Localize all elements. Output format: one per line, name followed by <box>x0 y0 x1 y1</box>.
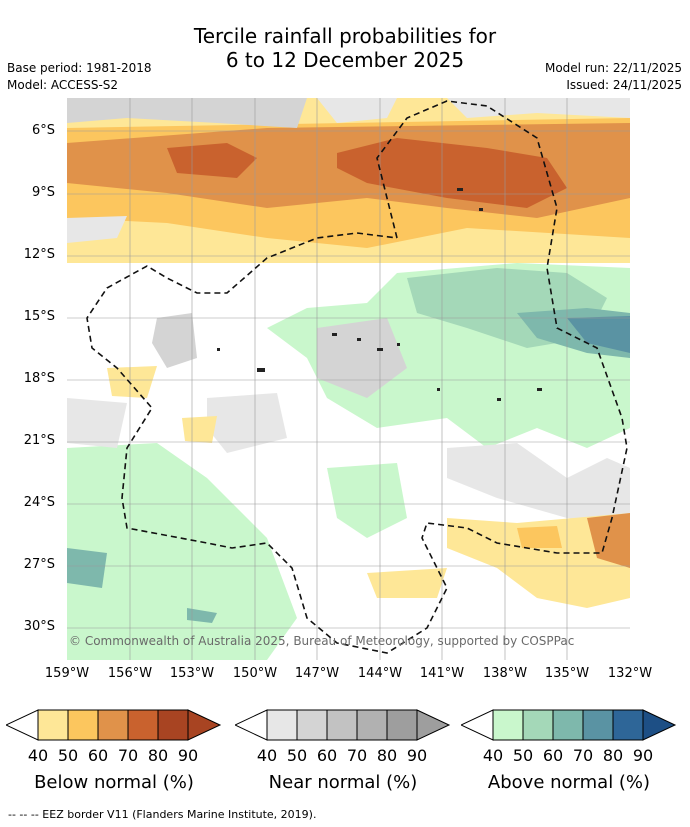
colorbar-swatch <box>37 709 69 741</box>
colorbar-max-arrow <box>187 709 222 741</box>
colorbar-tick: 50 <box>57 746 79 765</box>
rainfall-probability-map <box>67 98 630 660</box>
colorbar-swatch <box>127 709 159 741</box>
colorbar-tick: 80 <box>147 746 169 765</box>
map-title-line2: 6 to 12 December 2025 <box>225 48 465 72</box>
colorbar-tick: 90 <box>632 746 654 765</box>
lon-label: 144°W <box>357 666 403 681</box>
lon-label: 138°W <box>482 666 528 681</box>
colorbar-tick: 40 <box>482 746 504 765</box>
near-normal-colorbar <box>235 709 451 741</box>
colorbar-swatch <box>67 709 99 741</box>
colorbar-min-arrow <box>461 709 494 741</box>
colorbar-swatch <box>266 709 298 741</box>
colorbar-tick: 50 <box>512 746 534 765</box>
map-canvas <box>67 98 630 660</box>
below-normal-label: Below normal (%) <box>34 772 194 793</box>
lon-label: 132°W <box>607 666 653 681</box>
copyright-notice: © Commonwealth of Australia 2025, Bureau… <box>69 634 575 648</box>
base-period: Base period: 1981-2018 <box>7 61 152 75</box>
near-normal-patch <box>152 313 197 368</box>
lon-label: 159°W <box>44 666 90 681</box>
map-title-line1: Tercile rainfall probabilities for <box>193 24 497 48</box>
colorbar-tick: 70 <box>117 746 139 765</box>
colorbar-swatch <box>326 709 358 741</box>
colorbar-tick: 60 <box>316 746 338 765</box>
near-normal-patch <box>317 318 407 398</box>
lat-label: 24°S <box>23 495 55 510</box>
lat-label: 6°S <box>31 123 55 138</box>
model-run-date: Model run: 22/11/2025 <box>544 61 682 75</box>
lon-label: 150°W <box>232 666 278 681</box>
lat-label: 9°S <box>31 185 55 200</box>
colorbar-tick: 90 <box>406 746 428 765</box>
below-40-region <box>367 568 447 598</box>
above-60-region <box>187 608 217 623</box>
colorbar-max-arrow <box>642 709 677 741</box>
colorbar-tick: 80 <box>602 746 624 765</box>
colorbar-swatch <box>522 709 554 741</box>
colorbar-swatch <box>97 709 129 741</box>
colorbar-max-arrow <box>416 709 451 741</box>
near-normal-patch <box>207 393 287 453</box>
colorbar-tick: 60 <box>87 746 109 765</box>
near-normal-patch <box>67 398 127 448</box>
colorbar-swatch <box>492 709 524 741</box>
below-40-region <box>182 416 217 443</box>
near-normal-patch <box>447 98 630 118</box>
near-normal-patch <box>67 216 127 243</box>
eez-footnote: -- -- -- EEZ border V11 (Flanders Marine… <box>8 808 317 821</box>
below-60-patch <box>587 513 630 568</box>
below-40-region <box>107 366 157 398</box>
colorbar-swatch <box>157 709 189 741</box>
below-70-patch <box>337 138 567 208</box>
near-normal-label: Near normal (%) <box>268 772 418 793</box>
lat-label: 30°S <box>23 619 55 634</box>
colorbar-min-arrow <box>6 709 39 741</box>
colorbar-min-arrow <box>235 709 268 741</box>
near-normal-patch <box>447 443 630 528</box>
colorbar-swatch <box>582 709 614 741</box>
near-normal-patch <box>317 98 397 123</box>
colorbar-swatch <box>612 709 644 741</box>
lon-label: 147°W <box>294 666 340 681</box>
colorbar-tick: 40 <box>256 746 278 765</box>
lat-label: 18°S <box>23 371 55 386</box>
near-normal-patch <box>67 98 307 128</box>
lon-label: 153°W <box>169 666 215 681</box>
below-50-patch <box>517 526 562 548</box>
above-normal-colorbar <box>461 709 677 741</box>
colorbar-swatch <box>296 709 328 741</box>
lat-lon-grid <box>67 98 630 660</box>
colorbar-tick: 40 <box>27 746 49 765</box>
lat-label: 21°S <box>23 433 55 448</box>
lat-label: 15°S <box>23 309 55 324</box>
above-40-region <box>67 443 297 660</box>
above-40-region <box>327 463 407 538</box>
colorbar-tick: 70 <box>572 746 594 765</box>
colorbar-swatch <box>356 709 388 741</box>
colorbar-tick: 50 <box>286 746 308 765</box>
eez-border <box>86 100 628 654</box>
model-name: Model: ACCESS-S2 <box>7 78 119 92</box>
island-markers <box>217 188 542 401</box>
colorbar-swatch <box>552 709 584 741</box>
issued-date: Issued: 24/11/2025 <box>566 78 682 92</box>
colorbar-tick: 60 <box>542 746 564 765</box>
colorbar-tick: 90 <box>177 746 199 765</box>
lon-label: 135°W <box>544 666 590 681</box>
below-40-region <box>447 513 630 608</box>
lat-label: 27°S <box>23 557 55 572</box>
lat-label: 12°S <box>23 247 55 262</box>
colorbar-swatch <box>386 709 418 741</box>
above-70-region <box>567 316 630 353</box>
lon-label: 156°W <box>107 666 153 681</box>
lon-label: 141°W <box>419 666 465 681</box>
colorbar-tick: 80 <box>376 746 398 765</box>
colorbar-tick: 70 <box>346 746 368 765</box>
above-60-region <box>67 548 107 588</box>
below-70-patch <box>167 143 257 178</box>
below-normal-colorbar <box>6 709 222 741</box>
above-normal-label: Above normal (%) <box>487 772 651 793</box>
